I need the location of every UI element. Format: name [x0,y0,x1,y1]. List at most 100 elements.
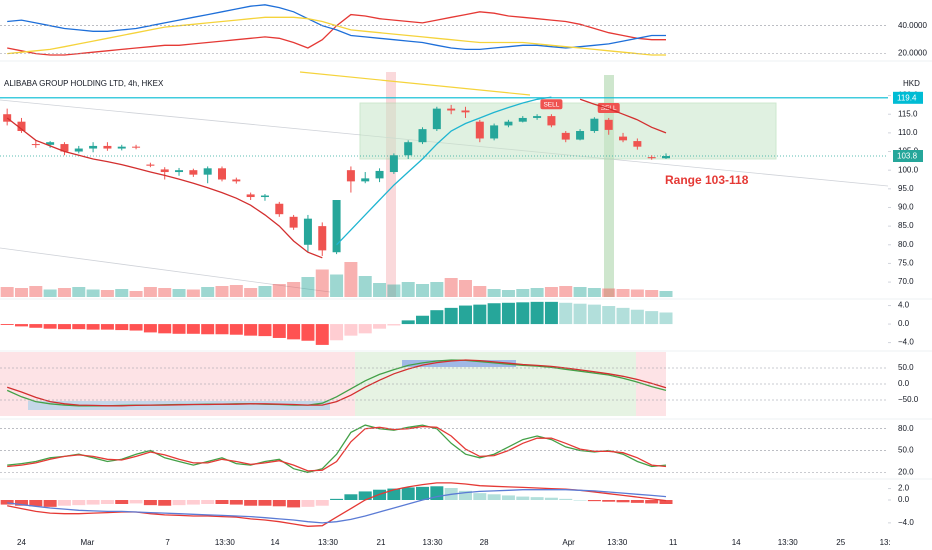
histogram-bar [301,324,315,341]
candle-body [375,170,384,179]
histogram-bar [387,488,401,500]
x-tick-label: 7 [165,538,170,547]
histogram-bar [201,500,215,504]
trend-line [0,247,331,293]
histogram-bar [172,324,186,334]
histogram-bar [287,324,301,340]
volume-bar [244,288,258,297]
histogram-bar [501,302,515,325]
histogram-bar [301,500,315,507]
histogram-bar [387,324,401,326]
volume-bar [587,288,601,297]
histogram-bar [358,491,372,500]
candle-body [46,142,55,145]
x-tick-label: 14 [271,538,280,547]
histogram-bar [516,496,530,500]
volume-bar [72,287,86,297]
histogram-bar [186,324,200,334]
histogram-bar [143,324,157,333]
candle-body [132,146,141,148]
candle-body [275,203,284,215]
candle-body [31,144,40,146]
histogram-bar [645,500,659,504]
histogram-bar [14,324,28,327]
volume-bar [645,290,659,297]
histogram-bar [559,498,573,500]
indicator-line [336,96,552,246]
volume-bar [129,291,143,297]
histogram-bar [401,320,415,325]
y-tick-label: 4.0 [898,301,910,310]
y-tick-label: 20.0000 [898,49,927,58]
candle-body [117,146,126,149]
histogram-bar [158,500,172,506]
zone-box [402,360,516,367]
y-tick-label: 115.0 [898,109,918,118]
indicator-line [7,482,667,527]
volume-bar [573,287,587,297]
candle-body [576,131,585,140]
histogram-bar [244,324,258,336]
candle-body [203,168,212,175]
y-tick-label: 80.0 [898,424,914,433]
candle-body [232,179,241,182]
volume-bar [158,288,172,297]
volume-bar [373,283,387,297]
histogram-bar [14,500,28,506]
y-tick-label: 20.0 [898,467,914,476]
candle-body [619,136,628,141]
histogram-bar [573,303,587,325]
volume-bar [387,284,401,297]
histogram-bar [630,309,644,325]
y-tick-label: 0.0 [898,495,910,504]
candle-body [17,121,26,132]
histogram-bar [57,324,71,330]
candle-body [89,145,98,149]
y-tick-label: 100.0 [898,165,919,174]
candle-body [590,118,599,132]
indicator-line [6,98,667,259]
histogram-bar [229,324,243,335]
volume-bar [530,288,544,297]
y-tick-label: 90.0 [898,203,914,212]
candle-body [604,119,613,130]
volume-bar [473,286,487,297]
candle-body [246,194,255,198]
price-tag [893,91,923,104]
indicator-line [6,359,667,407]
histogram-bar [129,500,143,504]
volume-bar [86,289,100,297]
volume-bar [602,288,616,297]
x-tick-label: 14 [732,538,741,547]
volume-bar [416,284,430,297]
histogram-bar [0,324,14,325]
volume-bar [501,290,515,297]
histogram-bar [530,301,544,325]
histogram-bar [86,500,100,505]
histogram-bar [100,324,114,330]
y-tick-label: 0.0 [898,319,910,328]
volume-bar [100,290,114,297]
histogram-bar [315,500,329,506]
histogram-bar [258,324,272,337]
histogram-bar [573,500,587,501]
currency-label: HKD [903,79,920,88]
indicator-line [7,425,667,472]
histogram-bar [129,324,143,331]
histogram-bar [330,324,344,341]
volume-bar [172,289,186,297]
candle-body [332,200,341,253]
volume-bar [143,287,157,297]
candle-body [547,116,556,126]
y-tick-label: 80.0 [898,240,914,249]
volume-bar [43,289,57,297]
volume-bar [330,274,344,297]
x-tick-label: 24 [17,538,26,547]
histogram-bar [602,500,616,502]
volume-bar [616,289,630,297]
candle-body [260,195,269,198]
x-tick-label: 25 [836,538,845,547]
y-tick-label: 85.0 [898,221,914,230]
